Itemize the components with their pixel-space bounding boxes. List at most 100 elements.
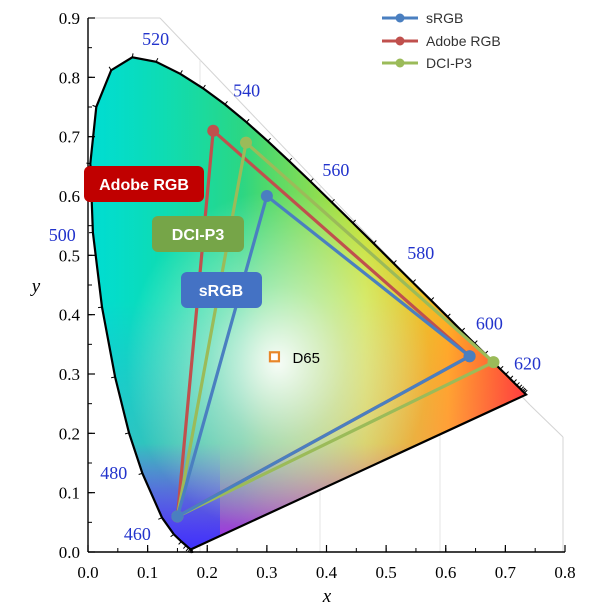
gamut-line-dci-p3 xyxy=(175,141,496,518)
white-point-marker xyxy=(268,351,281,363)
fill-white xyxy=(90,57,527,550)
locus-hatch xyxy=(131,53,134,58)
wavelength-label: 480 xyxy=(100,463,127,483)
locus-hatch xyxy=(92,104,97,108)
wavelength-labels: 460 480 500 520 540 560 580 600 620 xyxy=(49,29,541,544)
x-tick-label: 0.1 xyxy=(137,563,158,582)
x-tick-label: 0.4 xyxy=(316,563,338,582)
gamut-point xyxy=(207,124,220,137)
locus-hatch xyxy=(520,386,525,390)
wavelength-label: 460 xyxy=(124,524,151,544)
badge-dci-p3-label: DCI-P3 xyxy=(172,227,225,244)
badge-srgb: sRGB xyxy=(181,272,262,308)
locus-hatch xyxy=(178,541,182,545)
wavelength-label: 500 xyxy=(49,225,76,245)
locus-hatch xyxy=(499,365,504,370)
legend-label-adobe-rgb: Adobe RGB xyxy=(426,33,501,49)
badge-dci-p3-box xyxy=(152,216,244,252)
y-tick-label: 0.3 xyxy=(59,365,80,384)
locus-hatch xyxy=(170,533,175,538)
locus-hatch xyxy=(288,157,293,162)
y-tick-label: 0.0 xyxy=(59,543,80,562)
y-tick-label: 0.7 xyxy=(59,128,81,147)
wavelength-label: 560 xyxy=(322,160,349,180)
y-tick-label: 0.8 xyxy=(59,68,80,87)
locus-hatch xyxy=(158,517,163,520)
locus-hatch xyxy=(352,219,356,224)
white-point: D65 xyxy=(268,350,320,367)
locus-hatch xyxy=(505,371,509,375)
locus-hatch xyxy=(331,198,335,203)
badge-adobe-rgb-box xyxy=(84,166,204,202)
x-tick-label: 0.0 xyxy=(77,563,98,582)
badge-adobe-rgb-label: Adobe RGB xyxy=(99,177,189,194)
locus-fill xyxy=(90,57,527,550)
locus-hatch xyxy=(516,382,520,386)
gamut-line-srgb xyxy=(175,194,472,518)
badge-srgb-box xyxy=(181,272,262,308)
x-tick-label: 0.6 xyxy=(435,563,456,582)
locus-hatch xyxy=(518,384,523,388)
locus-hatch xyxy=(111,376,116,379)
gamut-point xyxy=(463,350,476,363)
locus-hatch xyxy=(524,389,528,394)
badge-dci-p3: DCI-P3 xyxy=(152,216,244,252)
y-tick-label: 0.2 xyxy=(59,424,80,443)
x-tick-label: 0.3 xyxy=(256,563,277,582)
locus-hatch xyxy=(461,327,466,332)
wavelength-label: 520 xyxy=(142,29,169,49)
locus-hatch xyxy=(522,388,527,393)
y-tick-label: 0.4 xyxy=(59,306,81,325)
gamut-point xyxy=(171,510,184,523)
locus-hatch xyxy=(474,340,478,344)
badge-srgb-label: sRGB xyxy=(199,283,243,300)
badges: Adobe RGB DCI-P3 sRGB xyxy=(84,166,262,308)
locus-hatch xyxy=(513,379,517,383)
locus-hatch xyxy=(185,547,190,552)
locus-hatch xyxy=(447,313,451,318)
x-tick-label: 0.5 xyxy=(376,563,397,582)
legend-label-srgb: sRGB xyxy=(426,10,463,26)
wavelength-label: 620 xyxy=(514,353,541,373)
badge-adobe-rgb: Adobe RGB xyxy=(84,166,204,202)
x-tick-label: 0.2 xyxy=(197,563,218,582)
locus-hatch xyxy=(138,472,143,476)
y-axis-ticks: 0.0 0.1 0.2 0.3 0.4 0.5 0.6 0.7 0.8 0.9 xyxy=(59,9,95,562)
locus-hatch xyxy=(521,387,526,392)
gamut-point xyxy=(260,190,273,202)
locus-hatch xyxy=(509,375,514,380)
legend-item-srgb: sRGB xyxy=(382,10,463,26)
legend-label-dci-p3: DCI-P3 xyxy=(426,55,472,71)
y-tick-label: 0.5 xyxy=(59,246,80,265)
locus-hatch xyxy=(246,118,250,123)
locus-hatch xyxy=(310,178,314,182)
locus-hatch xyxy=(224,101,228,105)
wavelength-label: 540 xyxy=(233,81,260,101)
locus-hatch xyxy=(183,545,187,549)
y-axis-title: y xyxy=(30,276,41,297)
white-point-label: D65 xyxy=(292,350,320,367)
y-tick-label: 0.6 xyxy=(59,187,80,206)
locus-hatch xyxy=(124,432,130,435)
locus-hatch xyxy=(155,57,159,63)
spectral-locus xyxy=(89,56,528,551)
locus-hatch xyxy=(412,279,417,283)
locus-hatch xyxy=(179,70,183,75)
gamut-triangles xyxy=(171,124,500,523)
x-tick-label: 0.7 xyxy=(495,563,517,582)
legend-item-adobe-rgb: Adobe RGB xyxy=(382,33,501,49)
x-tick-label: 0.8 xyxy=(554,563,575,582)
locus-hatch xyxy=(267,137,271,142)
wavelength-label: 600 xyxy=(476,313,503,333)
x-axis-ticks: 0.0 0.1 0.2 0.3 0.4 0.5 0.6 0.7 0.8 xyxy=(77,545,576,582)
locus-hatch xyxy=(430,297,435,301)
plot-area xyxy=(86,53,528,554)
wavelength-label: 580 xyxy=(407,243,434,263)
locus-hatch xyxy=(108,66,112,71)
locus-hatch xyxy=(393,260,397,264)
y-tick-label: 0.9 xyxy=(59,9,80,28)
locus-hatch xyxy=(202,84,206,89)
legend-item-dci-p3: DCI-P3 xyxy=(382,55,472,71)
y-tick-label: 0.1 xyxy=(59,484,80,503)
